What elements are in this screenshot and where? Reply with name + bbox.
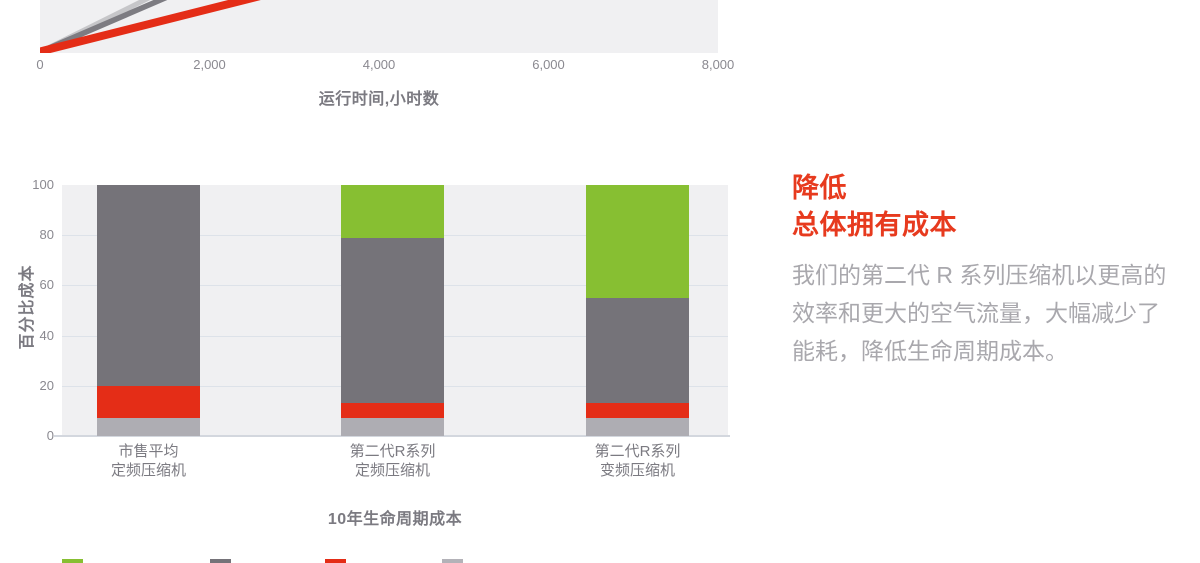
category-label: 第二代R系列 定频压缩机 <box>349 443 436 479</box>
segment-light-gray <box>341 418 444 436</box>
heading-line: 总体拥有成本 <box>792 210 957 240</box>
y-tick-label: 40 <box>39 327 54 343</box>
legend-swatch <box>325 559 346 563</box>
x-tick-label: 8,000 <box>701 57 735 72</box>
y-tick-label: 20 <box>39 377 54 393</box>
bar-plot-area <box>54 185 730 437</box>
legend-swatch <box>210 559 231 563</box>
y-tick-label: 0 <box>46 428 54 443</box>
section-body: 我们的第二代 R 系列压缩机以更高的 效率和更大的空气流量，大幅减少了 能耗，降… <box>792 256 1192 370</box>
section-heading: 降低 总体拥有成本 <box>792 170 1192 244</box>
segment-light-gray <box>97 418 200 436</box>
x-axis-ticks: 0 2,000 4,000 6,000 8,000 <box>36 57 734 73</box>
segment-red <box>97 385 200 419</box>
category-label: 市售平均 定频压缩机 <box>110 443 186 479</box>
heading-line: 降低 <box>792 173 847 203</box>
line-plot-area <box>40 0 718 53</box>
x-tick-label: 4,000 <box>362 57 396 72</box>
description-panel: 降低 总体拥有成本 我们的第二代 R 系列压缩机以更高的 效率和更大的空气流量，… <box>792 170 1192 370</box>
segment-green <box>341 185 444 238</box>
segment-red <box>586 403 689 419</box>
segment-dark-gray <box>586 297 689 404</box>
legend-swatch <box>442 559 463 563</box>
x-tick-label: 0 <box>36 57 44 72</box>
y-axis-ticks: 0 20 40 60 80 100 <box>0 177 54 443</box>
x-tick-label: 2,000 <box>193 57 226 72</box>
x-tick-label: 6,000 <box>532 57 565 72</box>
body-line: 我们的第二代 R 系列压缩机以更高的 <box>792 262 1167 288</box>
category-label: 第二代R系列 变频压缩机 <box>594 443 681 479</box>
category-labels: 市售平均 定频压缩机 第二代R系列 定频压缩机 第二代R系列 变频压缩机 <box>62 442 728 482</box>
segment-dark-gray <box>341 237 444 404</box>
line-red <box>40 0 261 53</box>
line-series <box>40 0 261 53</box>
body-line: 能耗，降低生命周期成本。 <box>792 338 1068 364</box>
segment-green <box>586 185 689 298</box>
legend-swatch <box>62 559 83 563</box>
body-line: 效率和更大的空气流量，大幅减少了 <box>792 300 1160 326</box>
segment-dark-gray <box>97 185 200 386</box>
legend <box>0 559 728 563</box>
y-tick-label: 80 <box>39 227 54 243</box>
y-tick-label: 100 <box>32 177 54 192</box>
x-axis-title: 10年生命周期成本 <box>327 511 463 528</box>
y-tick-label: 60 <box>39 277 54 293</box>
segment-light-gray <box>586 418 689 436</box>
segment-red <box>341 403 444 419</box>
x-axis-title: 运行时间,小时数 <box>318 91 440 108</box>
x-axis-line <box>54 435 730 437</box>
